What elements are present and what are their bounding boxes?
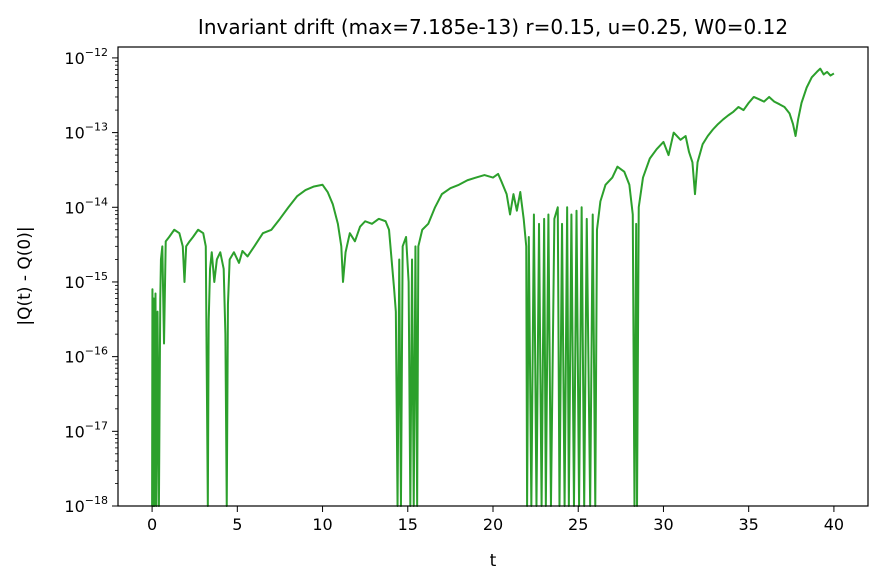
chart-title: Invariant drift (max=7.185e-13) r=0.15, …	[198, 15, 788, 39]
y-tick-label: 10−12	[64, 46, 108, 68]
y-tick-label: 10−15	[64, 270, 108, 292]
y-tick-label: 10−13	[64, 121, 108, 143]
x-tick-label: 20	[483, 515, 503, 534]
x-tick-label: 10	[312, 515, 332, 534]
x-tick-label: 25	[568, 515, 588, 534]
y-axis-label: |Q(t) - Q(0)|	[15, 226, 35, 325]
series-line-0	[151, 67, 835, 507]
x-axis-label: t	[490, 551, 497, 571]
y-tick-label: 10−18	[64, 494, 108, 516]
x-tick-label: 35	[739, 515, 759, 534]
x-tick-label: 30	[653, 515, 673, 534]
x-tick-label: 15	[398, 515, 418, 534]
y-tick-label: 10−17	[64, 419, 108, 441]
plot-frame	[117, 46, 869, 507]
series-line-group	[151, 67, 835, 507]
x-tick-label: 0	[147, 515, 157, 534]
x-ticks: 0 5 10 15 20 25 30 35 40	[147, 506, 844, 534]
y-tick-label: 10−16	[64, 345, 108, 367]
y-tick-label: 10−14	[64, 195, 108, 217]
x-tick-label: 40	[824, 515, 844, 534]
x-tick-label: 5	[232, 515, 242, 534]
y-ticks: 10−18 10−17 10−16 10−15 10−14 10−13 10−12	[64, 46, 118, 516]
